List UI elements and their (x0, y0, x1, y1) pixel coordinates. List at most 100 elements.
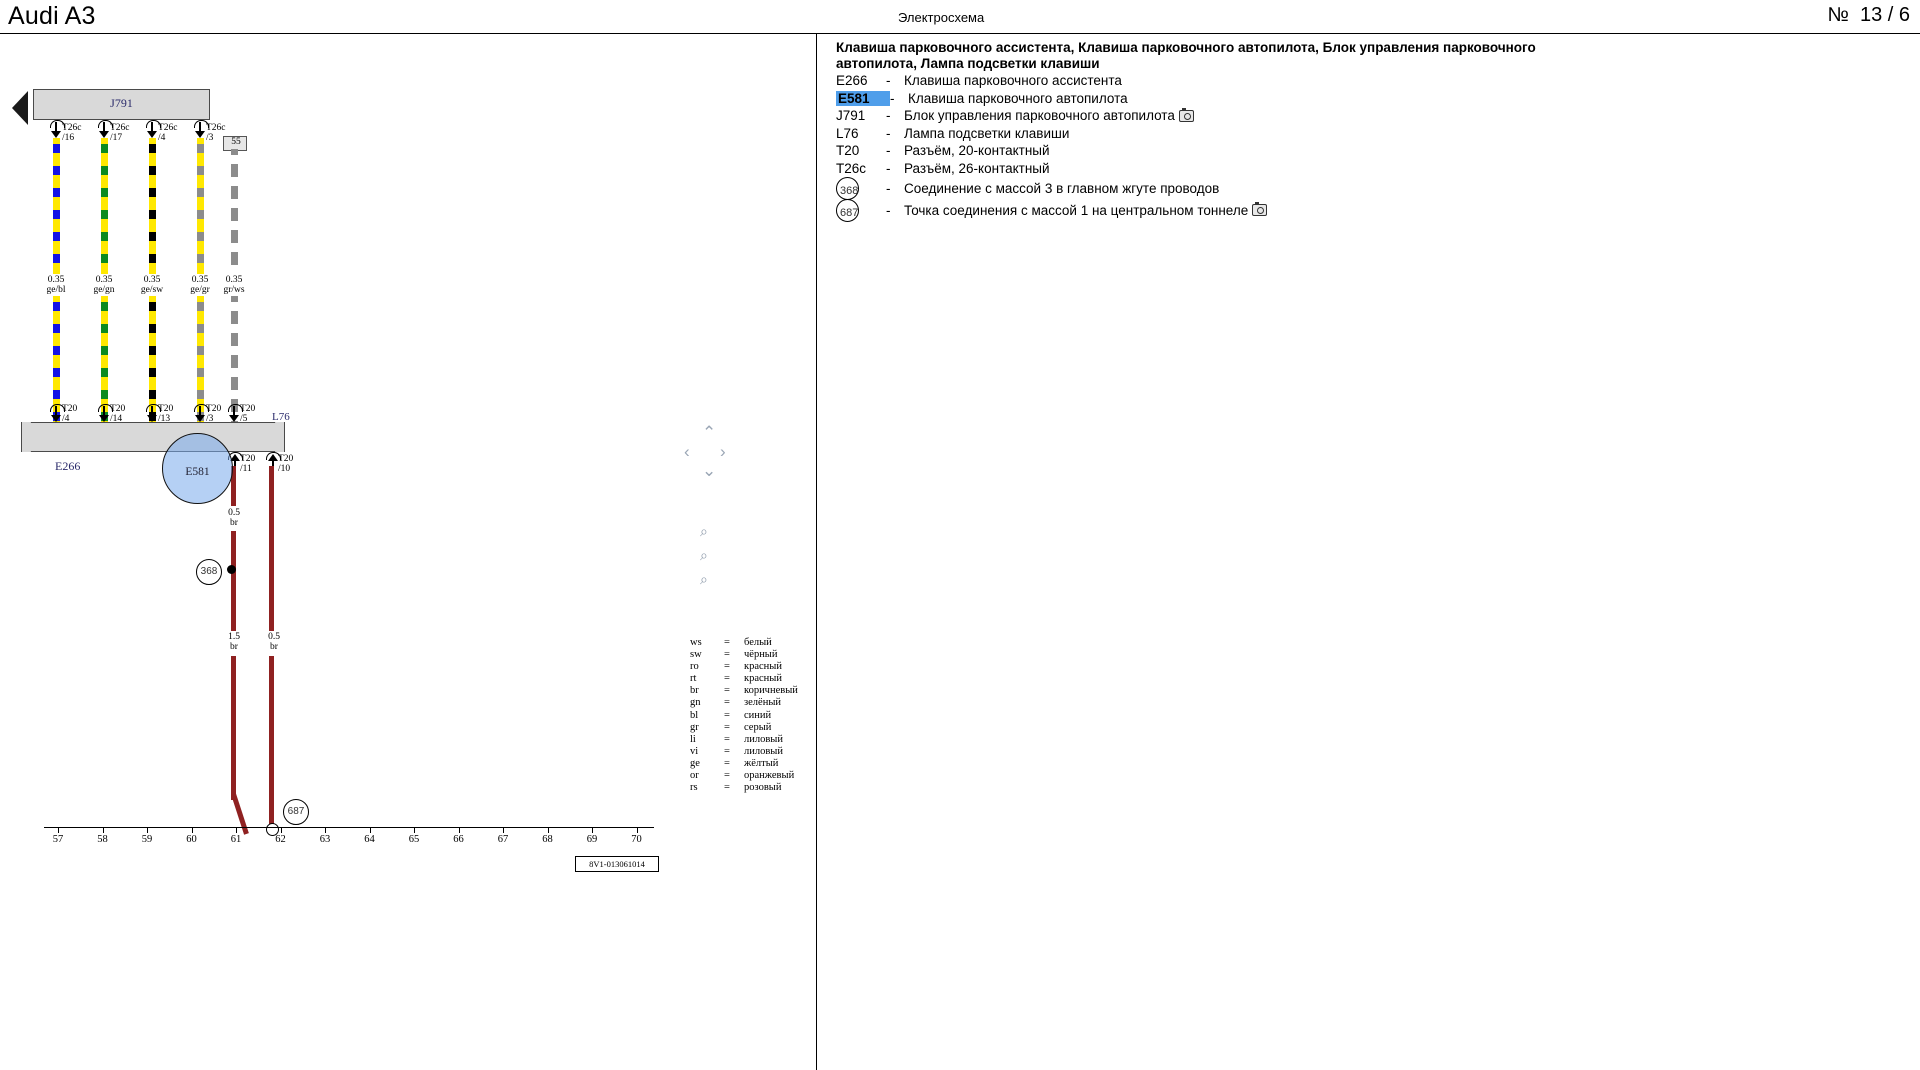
wire-color-code: gr/ws (223, 285, 245, 295)
pin-number: /4 (158, 133, 166, 143)
pin-connector: T20 (206, 404, 222, 414)
ground-wire-segment (269, 656, 274, 824)
legend-ground-row[interactable]: 687 - Точка соединения с массой 1 на центр… (836, 199, 1896, 223)
vertical-divider (816, 34, 817, 1070)
wire-dash (100, 232, 108, 241)
legend-description: Соединение с массой 3 в главном жгуте пр… (904, 180, 1220, 196)
pin-connector: T20 (158, 404, 174, 414)
diagram-document-number: 8V1-013061014 (575, 856, 659, 872)
ground-ref-687[interactable]: 687 (283, 799, 309, 825)
wire-dash (148, 302, 156, 311)
ruler-tick-label: 66 (453, 834, 464, 845)
pan-up-icon[interactable]: ⌃ (702, 423, 717, 442)
pin-cap-icon (145, 120, 161, 128)
legend-row[interactable]: T20 - Разъём, 20-контактный (836, 142, 1896, 160)
color-abbr: bl (690, 709, 699, 721)
color-equals: = (724, 745, 730, 757)
zoom-reset-icon[interactable]: ⌕ (700, 547, 708, 563)
legend-code: E266 (836, 73, 868, 89)
pin-number: /10 (278, 464, 291, 474)
ground-ref-368[interactable]: 368 (196, 559, 222, 585)
ground-circle-icon (836, 199, 859, 223)
color-legend-row: bl = синий (690, 710, 798, 722)
component-label-e266: E266 (55, 459, 81, 473)
highlighted-component-e581[interactable]: E581 (162, 433, 233, 504)
camera-icon (1252, 202, 1268, 216)
pin-connector: T20 (110, 404, 126, 414)
pin-arrow-icon (146, 406, 158, 422)
wire-dash (148, 188, 156, 197)
pan-left-icon[interactable]: ‹ (684, 442, 690, 461)
color-name: жёлтый (744, 757, 779, 769)
wire-color-code: ge/gr (190, 285, 210, 295)
pin-arrow-icon (98, 406, 110, 422)
ruler-tick-label: 63 (319, 834, 331, 845)
wire-dash (100, 210, 108, 219)
wire-gauge: 0.35 (191, 275, 209, 285)
color-legend-row: rs = розовый (690, 782, 798, 794)
wire-gauge: 0.5 (268, 632, 280, 642)
color-abbr: vi (690, 745, 699, 757)
pan-down-icon[interactable]: ⌄ (702, 461, 717, 480)
legend-row[interactable]: L76 - Лампа подсветки клавиши (836, 125, 1896, 143)
pin-cap-icon (227, 404, 243, 412)
module-j791[interactable]: J791 (33, 89, 210, 120)
wiring-diagram-canvas[interactable]: J791 T26c/16 T26c/17 T26c/4 T26c/3 55 0.35 ge/… (0, 34, 816, 1070)
color-name: синий (744, 709, 772, 721)
color-name: красный (744, 673, 782, 685)
component-label-l76: L76 (272, 411, 290, 423)
pin-cap-icon (265, 452, 281, 460)
legend-ground-row[interactable]: 368 - Соединение с массой 3 в главном жгут… (836, 177, 1896, 201)
pin-number: /3 (206, 133, 214, 143)
legend-row[interactable]: T26c - Разъём, 26-контактный (836, 160, 1896, 178)
pin-label: T20/10 (278, 454, 293, 474)
legend-dash: - (886, 108, 891, 124)
wire-dash (100, 302, 108, 311)
wire-dash (196, 302, 204, 311)
pin-arrow-icon (98, 122, 110, 138)
legend-title-line1: Клавиша парковочного ассистента, Клавиша… (836, 40, 1536, 55)
color-abbr: rt (690, 673, 697, 685)
color-equals: = (724, 721, 730, 733)
zoom-in-icon[interactable]: ⌕ (700, 523, 708, 539)
legend-title: Клавиша парковочного ассистента, Клавиша… (836, 40, 1696, 72)
wire-dash (196, 324, 204, 333)
legend-row[interactable]: E581- Клавиша парковочного автопилота (836, 90, 1896, 108)
ground-ref-number: 368 (200, 566, 218, 577)
wire-gauge: 0.5 (228, 508, 240, 518)
legend-row[interactable]: E266 - Клавиша парковочного ассистента (836, 72, 1896, 90)
module-j791-label: J791 (110, 96, 133, 110)
wire-dash (148, 232, 156, 241)
color-equals: = (724, 757, 730, 769)
ground-wire-segment (269, 466, 274, 631)
pan-zoom-controls[interactable]: ⌃ ⌄ ‹ › ⌕ ⌕ ⌕ (680, 424, 740, 604)
wire-dash (52, 166, 60, 175)
wire-dash (196, 368, 204, 377)
pan-right-icon[interactable]: › (720, 442, 726, 461)
ground-splice-dot (227, 565, 236, 574)
switchbar-right-edge (275, 422, 285, 452)
page-header: Audi A3 Электросхема № 13 / 6 (0, 0, 1920, 34)
ruler-tick (280, 827, 282, 833)
color-name: чёрный (744, 649, 778, 661)
wire-dash (52, 390, 60, 399)
switch-assembly-e266[interactable] (21, 422, 285, 452)
zoom-out-icon[interactable]: ⌕ (700, 571, 708, 587)
header-divider (0, 33, 1920, 34)
ruler-tick (325, 827, 326, 833)
legend-row[interactable]: J791 - Блок управления парковочного автопи… (836, 107, 1896, 125)
pin-arrow-icon (194, 406, 206, 422)
legend-code: T26c (836, 160, 867, 176)
wire-dash (148, 390, 156, 399)
wire-color-label: 0.35 ge/bl (32, 275, 80, 295)
wire-dash (52, 302, 60, 311)
color-abbr: or (690, 770, 699, 782)
pin-connector: T20 (240, 404, 256, 414)
wire-dash (148, 346, 156, 355)
wire-dash (100, 390, 108, 399)
legend-dash: - (890, 90, 895, 106)
ruler-tick (236, 827, 237, 833)
ruler-tick-label: 60 (186, 834, 197, 845)
wire-segment (230, 149, 238, 274)
wire-dash (148, 368, 156, 377)
